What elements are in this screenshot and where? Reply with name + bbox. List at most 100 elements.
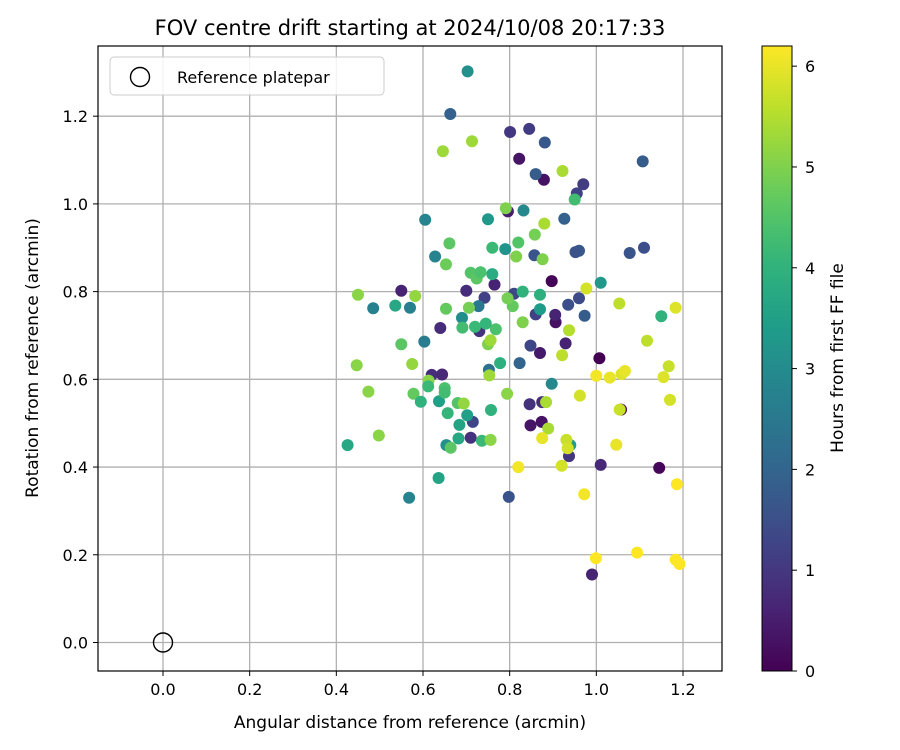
data-point <box>436 368 449 381</box>
data-point <box>443 237 456 250</box>
data-point <box>577 178 590 191</box>
y-tick-label: 0.8 <box>63 283 88 302</box>
data-point <box>407 387 420 400</box>
data-point <box>641 334 653 347</box>
data-point <box>561 442 574 455</box>
data-point <box>444 108 457 120</box>
data-point <box>461 65 474 78</box>
x-axis-ticks: 0.0 0.2 0.4 0.6 0.8 1.0 1.2 <box>150 671 696 699</box>
data-point <box>483 369 496 382</box>
data-point <box>452 432 465 445</box>
data-point <box>453 418 466 431</box>
data-point <box>409 290 422 302</box>
data-point <box>556 349 569 362</box>
data-point <box>517 204 530 217</box>
data-point <box>558 212 571 225</box>
data-point <box>578 488 591 501</box>
data-point <box>618 365 631 377</box>
data-point <box>403 491 416 504</box>
data-point <box>502 490 515 503</box>
data-point <box>444 441 457 454</box>
data-point <box>664 393 676 406</box>
data-point <box>524 339 537 352</box>
data-point <box>578 309 591 322</box>
data-point <box>395 338 408 351</box>
data-point <box>469 320 481 333</box>
data-points <box>341 65 686 581</box>
y-tick-label: 1.0 <box>63 195 88 214</box>
y-tick-label: 1.2 <box>63 107 88 126</box>
colorbar-tick-label: 6 <box>805 57 815 76</box>
data-point <box>513 357 526 370</box>
data-point <box>440 302 452 315</box>
data-point <box>573 389 586 402</box>
data-point <box>352 288 364 301</box>
data-point <box>545 377 558 390</box>
data-point <box>486 241 499 254</box>
data-point <box>456 311 468 324</box>
colorbar-tick-label: 0 <box>805 662 815 681</box>
colorbar <box>761 45 793 672</box>
data-point <box>556 165 569 177</box>
data-point <box>489 323 502 336</box>
data-point <box>589 552 602 565</box>
data-point <box>538 136 551 149</box>
data-point <box>513 152 526 165</box>
data-point <box>580 282 593 295</box>
legend-box <box>109 56 385 96</box>
data-point <box>478 291 491 304</box>
data-point <box>418 335 431 348</box>
legend: Reference platepar <box>109 56 385 96</box>
data-point <box>484 334 497 347</box>
data-point <box>501 387 514 400</box>
x-tick-label: 0.0 <box>150 680 175 699</box>
x-tick-label: 0.6 <box>410 680 435 699</box>
data-point <box>350 359 363 372</box>
data-point <box>593 352 606 365</box>
data-point <box>499 243 512 256</box>
data-point <box>555 459 568 472</box>
x-tick-label: 1.0 <box>584 680 609 699</box>
colorbar-tick-label: 3 <box>805 360 815 379</box>
reference-point-marker <box>152 632 174 653</box>
data-point <box>499 202 512 215</box>
data-point <box>501 292 514 305</box>
data-point <box>482 213 494 226</box>
data-point <box>562 298 575 311</box>
data-point <box>638 241 650 254</box>
data-point <box>472 300 485 313</box>
data-point <box>434 322 447 334</box>
data-point <box>367 302 380 315</box>
data-point <box>613 297 626 310</box>
data-point <box>440 258 452 271</box>
data-point <box>510 250 523 263</box>
y-tick-label: 0.4 <box>63 458 88 477</box>
data-point <box>464 431 477 444</box>
y-tick-label: 0.2 <box>63 546 88 565</box>
colorbar-tick-label: 1 <box>805 561 815 580</box>
data-point <box>559 337 572 350</box>
data-point <box>485 404 497 416</box>
data-point <box>406 358 419 370</box>
data-point <box>414 395 427 408</box>
data-point <box>669 301 682 314</box>
data-point <box>486 268 499 281</box>
data-point <box>657 371 670 384</box>
colorbar-tick-label: 5 <box>805 158 815 177</box>
data-point <box>528 228 541 241</box>
data-point <box>395 284 408 297</box>
data-point <box>563 324 575 337</box>
data-point <box>479 317 492 330</box>
data-point <box>523 398 536 411</box>
data-point <box>623 247 636 259</box>
data-point <box>529 168 542 181</box>
data-point <box>568 193 581 206</box>
data-point <box>655 310 668 323</box>
data-point <box>419 213 432 226</box>
data-point <box>512 461 525 474</box>
data-point <box>433 395 445 408</box>
data-point <box>341 439 354 452</box>
data-point <box>631 546 644 559</box>
data-point <box>610 438 623 451</box>
data-point <box>475 434 488 447</box>
